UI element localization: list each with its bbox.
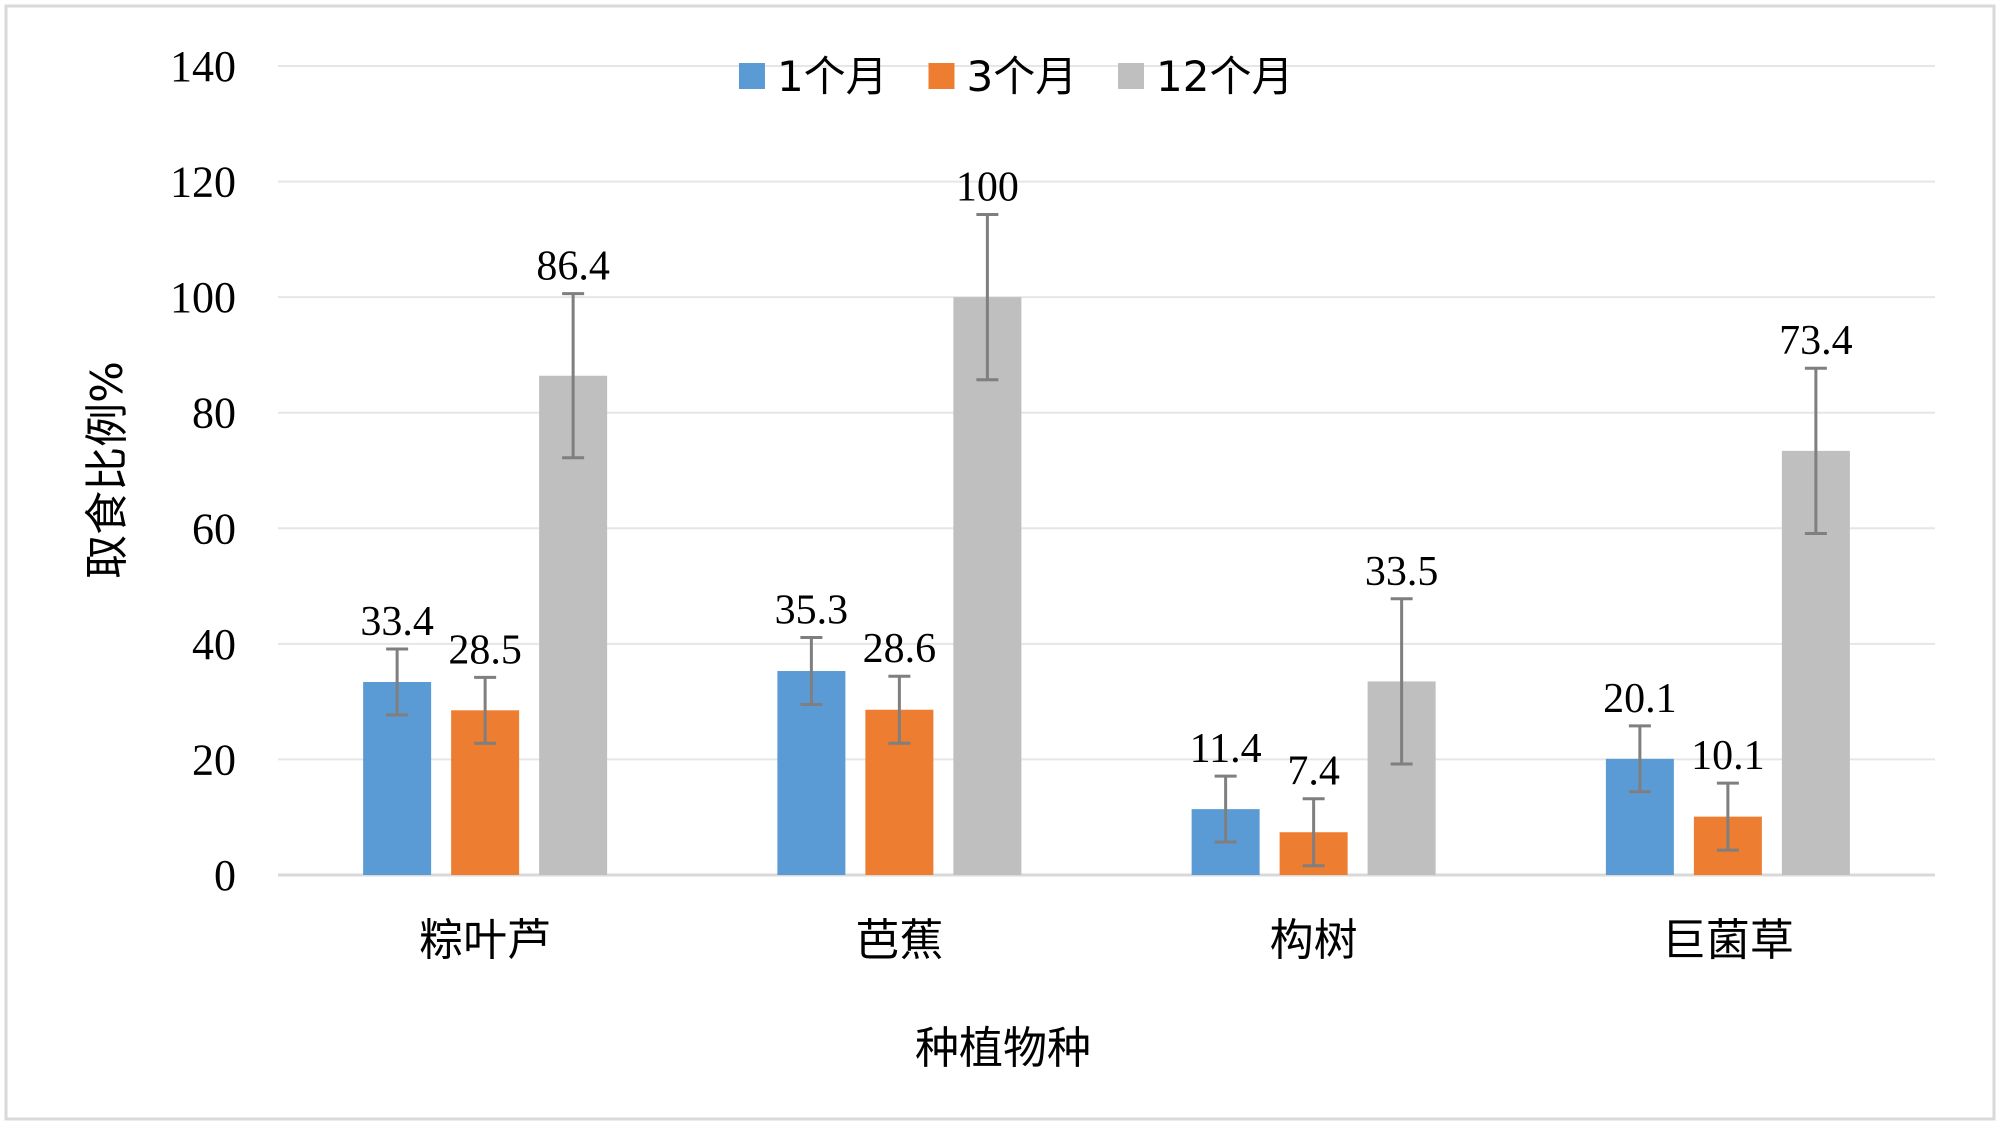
y-tick-label: 100 [170,273,236,322]
legend-swatch [738,63,765,89]
legend-swatch [928,63,955,89]
x-axis-title: 种植物种 [915,1023,1091,1074]
data-label: 73.4 [1779,318,1853,364]
y-tick-label: 80 [192,389,236,438]
data-label: 100 [956,165,1019,211]
y-tick-label: 60 [192,504,236,553]
legend: 1个月 3个月 12个月 [738,52,1293,101]
data-label: 11.4 [1190,726,1262,772]
data-labels: 33.4 28.5 86.4 35.3 28.6 100 11.4 7.4 33.5 20.1 10… [360,165,1852,795]
x-axis-categories: 粽叶芦 芭蕉 构树 巨菌草 [419,915,1794,966]
x-category-label: 粽叶芦 [419,915,551,966]
legend-swatch [1118,63,1144,89]
error-bars [386,213,1827,868]
y-tick-label: 0 [214,851,236,900]
data-label: 86.4 [536,244,610,290]
data-label: 7.4 [1287,749,1340,795]
y-tick-label: 140 [170,42,236,91]
data-label: 28.5 [448,627,522,673]
x-category-label: 构树 [1270,915,1358,966]
y-axis-title: 取食比例% [82,361,133,579]
y-tick-label: 20 [192,735,236,784]
y-tick-label: 120 [170,158,236,207]
legend-label: 12个月 [1156,52,1293,101]
data-label: 20.1 [1603,676,1677,722]
x-category-label: 巨菌草 [1662,915,1794,966]
y-axis-ticks: 0 20 40 60 80 100 120 140 [170,42,236,900]
legend-label: 1个月 [777,52,888,101]
data-label: 10.1 [1691,733,1765,779]
x-category-label: 芭蕉 [855,915,943,966]
y-tick-label: 40 [192,620,236,669]
data-label: 35.3 [775,588,849,634]
bar [953,297,1022,876]
data-label: 33.5 [1365,549,1439,595]
legend-label: 3个月 [966,52,1077,101]
data-label: 33.4 [360,599,434,645]
data-label: 28.6 [863,626,937,672]
